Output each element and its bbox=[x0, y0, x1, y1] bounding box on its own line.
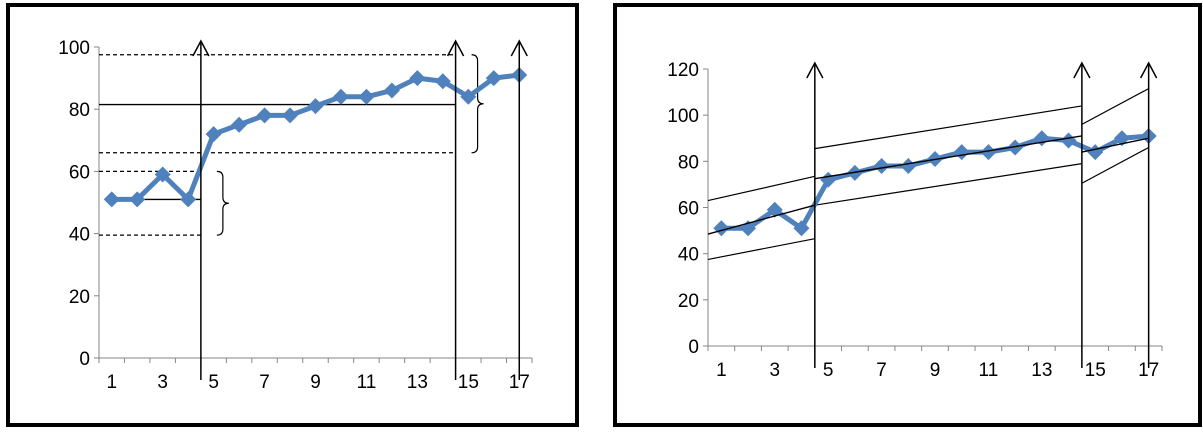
data-point-marker bbox=[358, 88, 375, 105]
data-point-marker bbox=[409, 70, 426, 87]
data-point-marker bbox=[793, 220, 810, 237]
x-tick-label: 11 bbox=[979, 360, 999, 381]
left-chart-panel: 0 20 40 60 80 100 1 3 5 7 9 11 13 15 17 bbox=[6, 3, 579, 427]
x-tick-label: 9 bbox=[310, 372, 321, 393]
trend-band-upper-line bbox=[814, 105, 1082, 150]
trend-band-lower-line bbox=[814, 163, 1082, 206]
range-brace bbox=[216, 170, 229, 236]
data-point-marker bbox=[332, 88, 349, 105]
data-point-marker bbox=[713, 220, 730, 237]
trend-band-upper-line bbox=[1081, 88, 1149, 125]
y-tick-label: 120 bbox=[667, 60, 699, 81]
y-tick-label: 20 bbox=[678, 291, 699, 312]
trend-line bbox=[814, 135, 1082, 180]
x-tick-label: 13 bbox=[1031, 360, 1052, 381]
x-tick-label: 5 bbox=[823, 360, 834, 381]
y-tick-label: 0 bbox=[79, 349, 90, 370]
data-point-marker bbox=[205, 126, 222, 143]
data-point-marker bbox=[485, 70, 502, 87]
x-tick-label: 1 bbox=[716, 360, 727, 381]
data-point-marker bbox=[953, 144, 970, 161]
data-point-marker bbox=[434, 73, 451, 90]
data-point-marker bbox=[1087, 144, 1104, 161]
data-point-marker bbox=[980, 144, 997, 161]
y-tick-label: 40 bbox=[69, 225, 90, 246]
y-tick-label: 0 bbox=[688, 337, 699, 358]
data-point-marker bbox=[460, 88, 477, 105]
data-point-marker bbox=[180, 191, 197, 208]
data-point-marker bbox=[256, 107, 273, 124]
phase-change-arrowhead bbox=[1073, 61, 1091, 79]
data-point-marker bbox=[766, 201, 783, 218]
y-tick-label: 100 bbox=[667, 106, 699, 127]
y-tick-label: 60 bbox=[69, 162, 90, 183]
trend-band-upper-line bbox=[707, 175, 815, 202]
data-point-marker bbox=[129, 191, 146, 208]
x-tick-label: 1 bbox=[106, 372, 117, 393]
x-tick-label: 3 bbox=[157, 372, 168, 393]
phase-change-arrowhead bbox=[192, 39, 210, 57]
y-tick-label: 40 bbox=[678, 245, 699, 266]
y-tick-label: 80 bbox=[678, 152, 699, 173]
x-tick-label: 3 bbox=[769, 360, 780, 381]
trend-line bbox=[1081, 137, 1149, 153]
trend-band-lower-line bbox=[1081, 146, 1149, 184]
x-tick-label: 7 bbox=[259, 372, 270, 393]
data-point-marker bbox=[1060, 132, 1077, 149]
x-tick-label: 7 bbox=[876, 360, 887, 381]
range-brace bbox=[471, 54, 484, 154]
x-tick-label: 13 bbox=[407, 372, 428, 393]
data-point-marker bbox=[231, 116, 248, 133]
data-point-marker bbox=[383, 82, 400, 99]
y-tick-label: 80 bbox=[69, 100, 90, 121]
data-point-marker bbox=[154, 166, 171, 183]
x-tick-label: 15 bbox=[458, 372, 479, 393]
trend-band-lower-line bbox=[707, 238, 815, 261]
phase-change-arrowhead bbox=[806, 61, 824, 79]
x-tick-label: 11 bbox=[357, 372, 377, 393]
x-tick-label: 17 bbox=[1138, 360, 1159, 381]
series-line bbox=[111, 72, 520, 202]
y-tick-label: 100 bbox=[58, 38, 90, 59]
data-point-marker bbox=[282, 107, 299, 124]
data-point-marker bbox=[1007, 139, 1024, 156]
right-chart-panel: 0 20 40 60 80 100 120 1 3 5 7 9 11 13 15 17 bbox=[613, 3, 1202, 427]
x-tick-label: 9 bbox=[930, 360, 941, 381]
x-tick-label: 5 bbox=[208, 372, 219, 393]
y-tick-label: 60 bbox=[678, 199, 699, 220]
phase-change-arrowhead bbox=[446, 39, 465, 57]
data-point-marker bbox=[873, 157, 890, 174]
x-tick-label: 15 bbox=[1085, 360, 1106, 381]
data-point-marker bbox=[103, 191, 120, 208]
y-tick-label: 20 bbox=[69, 287, 90, 308]
data-point-marker bbox=[307, 98, 324, 115]
x-tick-label: 17 bbox=[509, 372, 530, 393]
trend-line bbox=[707, 204, 816, 235]
data-point-marker bbox=[900, 157, 917, 174]
phase-change-arrowhead bbox=[1139, 61, 1158, 79]
phase-change-arrowhead bbox=[510, 39, 528, 57]
